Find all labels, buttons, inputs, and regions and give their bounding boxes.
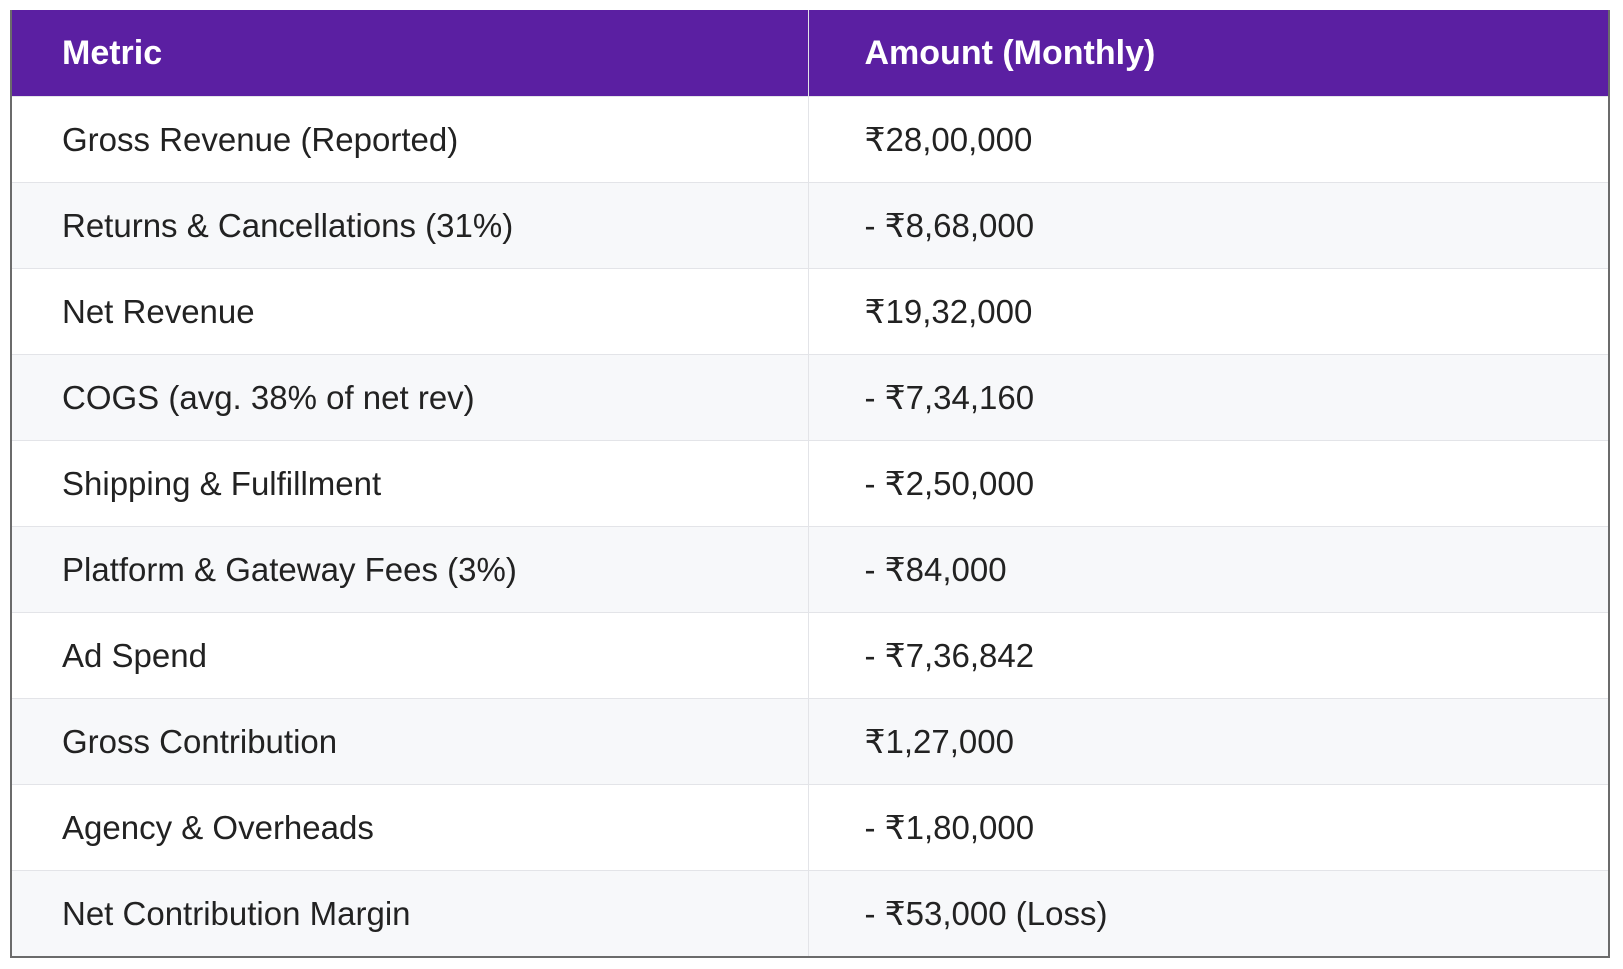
amount-cell: - ₹7,36,842	[807, 612, 1608, 699]
amount-cell: ₹1,27,000	[807, 698, 1608, 785]
metric-cell: Gross Revenue (Reported)	[12, 95, 808, 183]
metric-cell: Platform & Gateway Fees (3%)	[12, 526, 808, 613]
amount-cell: - ₹7,34,160	[807, 354, 1608, 441]
metric-cell: COGS (avg. 38% of net rev)	[12, 354, 808, 441]
metric-cell: Net Contribution Margin	[12, 870, 808, 956]
metric-cell: Returns & Cancellations (31%)	[12, 182, 808, 269]
amount-cell: - ₹84,000	[807, 526, 1608, 613]
table-body: Gross Revenue (Reported) ₹28,00,000 Return…	[12, 95, 1608, 956]
table-row: Agency & Overheads - ₹1,80,000	[12, 784, 1608, 871]
table-row: COGS (avg. 38% of net rev) - ₹7,34,160	[12, 354, 1608, 441]
table-row: Net Revenue ₹19,32,000	[12, 268, 1608, 355]
metric-cell: Shipping & Fulfillment	[12, 440, 808, 527]
table-row: Gross Contribution ₹1,27,000	[12, 698, 1608, 785]
table-row: Gross Revenue (Reported) ₹28,00,000	[12, 95, 1608, 183]
metric-cell: Gross Contribution	[12, 698, 808, 785]
table-row: Platform & Gateway Fees (3%) - ₹84,000	[12, 526, 1608, 613]
metric-cell: Ad Spend	[12, 612, 808, 699]
header-row: Metric Amount (Monthly)	[12, 10, 1608, 97]
table: Metric Amount (Monthly) Gross Revenue (Re…	[12, 10, 1608, 956]
amount-cell: - ₹53,000 (Loss)	[807, 870, 1608, 956]
amount-cell: - ₹1,80,000	[807, 784, 1608, 871]
amount-cell: - ₹8,68,000	[807, 182, 1608, 269]
table-row: Ad Spend - ₹7,36,842	[12, 612, 1608, 699]
header-cell: Amount (Monthly)	[807, 10, 1608, 97]
table-row: Shipping & Fulfillment - ₹2,50,000	[12, 440, 1608, 527]
table-container: Metric Amount (Monthly) Gross Revenue (Re…	[10, 10, 1610, 958]
amount-cell: ₹19,32,000	[807, 268, 1608, 355]
table-row: Net Contribution Margin - ₹53,000 (Loss)	[12, 870, 1608, 956]
metric-cell: Agency & Overheads	[12, 784, 808, 871]
amount-cell: ₹28,00,000	[807, 95, 1608, 183]
amount-cell: - ₹2,50,000	[807, 440, 1608, 527]
metric-cell: Net Revenue	[12, 268, 808, 355]
table-row: Returns & Cancellations (31%) - ₹8,68,000	[12, 182, 1608, 269]
header-cell: Metric	[12, 10, 808, 97]
